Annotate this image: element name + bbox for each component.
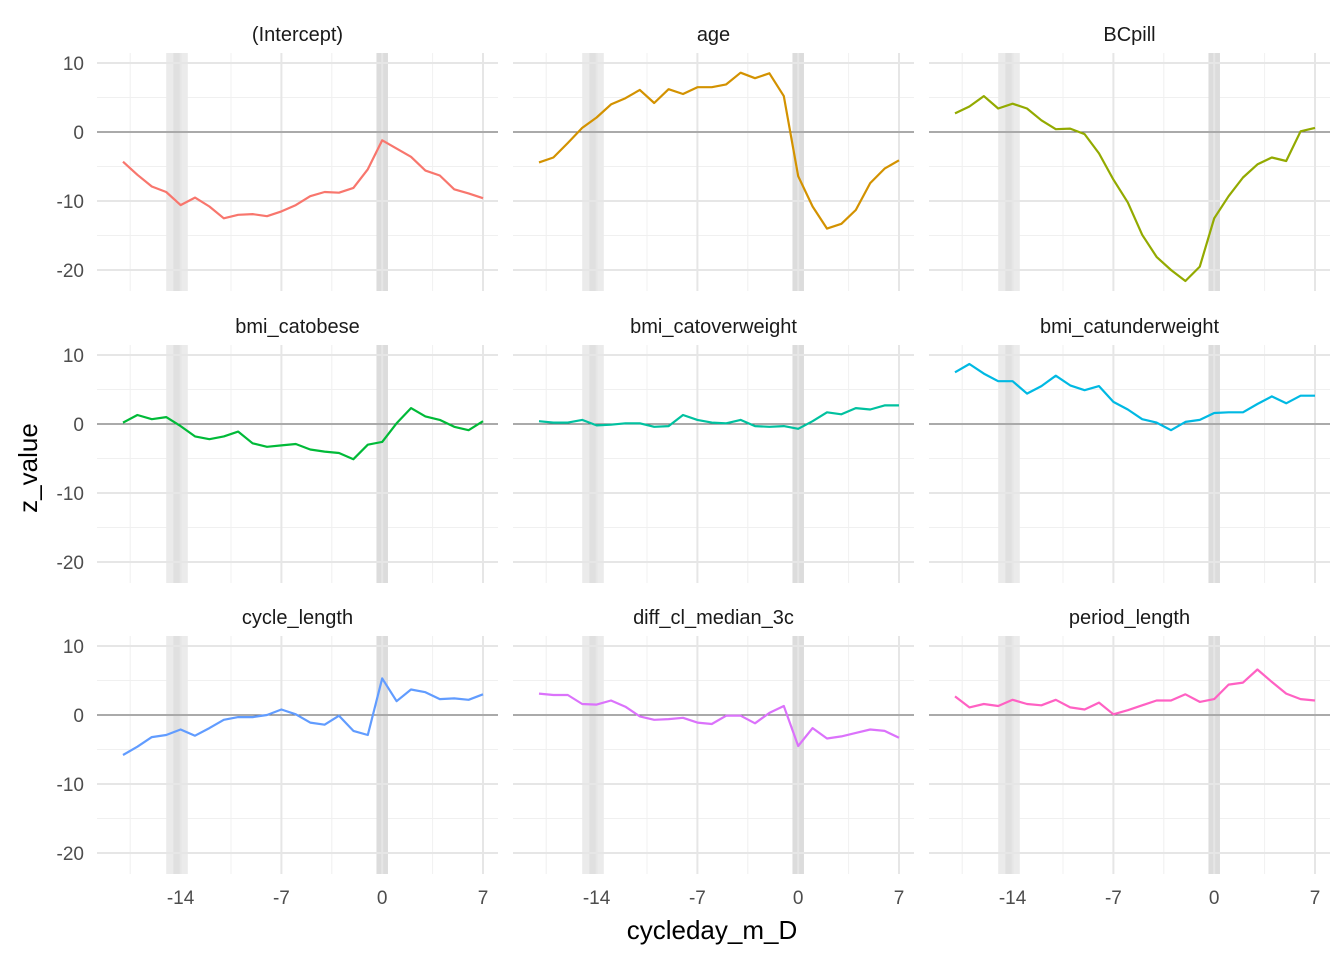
- series-line: [538, 692, 900, 748]
- facet-panel: (Intercept) 10 0 -10 -20: [57, 24, 498, 291]
- facet-strip-label: diff_cl_median_3c: [633, 607, 794, 629]
- y-tick-label: 0: [73, 415, 84, 436]
- facet-strip-label: age: [697, 24, 730, 46]
- x-tick-label: -14: [167, 888, 195, 909]
- x-axis-title: cycleday_m_D: [627, 915, 798, 945]
- shaded-band: [1005, 53, 1013, 291]
- y-tick-label: 0: [73, 123, 84, 144]
- facet-panels: (Intercept) 10 0 -10 -20 age BCpill bmi_catobes…: [57, 24, 1330, 909]
- series-line: [122, 677, 484, 756]
- x-tick-label: 7: [478, 888, 489, 909]
- x-tick-label: 0: [377, 888, 388, 909]
- shaded-band: [173, 345, 181, 583]
- shaded-band: [589, 345, 597, 583]
- facet-strip-label: cycle_length: [242, 607, 353, 629]
- facet-strip-label: (Intercept): [252, 24, 343, 46]
- y-tick-label: 10: [63, 637, 84, 658]
- facet-strip-label: BCpill: [1103, 24, 1155, 46]
- shaded-band: [1005, 636, 1013, 874]
- y-tick-label: 10: [63, 54, 84, 75]
- y-tick-label: -20: [57, 844, 84, 865]
- facet-panel: bmi_catobese 10 0 -10 -20: [57, 316, 498, 583]
- x-tick-label: 0: [1209, 888, 1220, 909]
- facet-strip-label: bmi_catoverweight: [630, 316, 797, 338]
- facet-panel: period_length -14 -7 0 7: [929, 607, 1330, 909]
- facet-panel: BCpill: [929, 24, 1330, 291]
- facet-strip-label: period_length: [1069, 607, 1190, 629]
- shaded-band: [589, 53, 597, 291]
- series-line: [954, 362, 1315, 432]
- facet-strip-label: bmi_catobese: [235, 316, 360, 338]
- series-line: [122, 407, 484, 461]
- y-tick-label: -20: [57, 261, 84, 282]
- x-tick-label: 0: [793, 888, 804, 909]
- y-tick-label: 10: [63, 346, 84, 367]
- x-tick-label: -14: [583, 888, 611, 909]
- series-line: [954, 668, 1316, 716]
- y-tick-label: 0: [73, 706, 84, 727]
- facet-panel: cycle_length 10 0 -10 -20 -14 -7 0 7: [57, 607, 498, 909]
- facet-panel: bmi_catunderweight: [929, 316, 1330, 583]
- series-line: [954, 94, 1316, 283]
- series-line: [122, 139, 484, 220]
- facet-panel: age: [513, 24, 914, 291]
- series-line: [538, 71, 900, 230]
- shaded-band: [173, 636, 181, 874]
- series-line: [538, 404, 899, 430]
- y-tick-label: -10: [57, 775, 84, 796]
- facet-panel: diff_cl_median_3c -14 -7 0 7: [513, 607, 914, 909]
- shaded-band: [589, 636, 597, 874]
- y-tick-label: -10: [57, 484, 84, 505]
- x-tick-label: 7: [894, 888, 905, 909]
- y-tick-label: -10: [57, 192, 84, 213]
- facet-panel: bmi_catoverweight: [513, 316, 914, 583]
- facet-strip-label: bmi_catunderweight: [1040, 316, 1219, 338]
- y-tick-label: -20: [57, 553, 84, 574]
- shaded-band: [173, 53, 181, 291]
- shaded-band: [1005, 345, 1013, 583]
- x-tick-label: 7: [1310, 888, 1321, 909]
- y-axis-title: z_value: [13, 423, 43, 513]
- x-tick-label: -7: [273, 888, 290, 909]
- x-tick-label: -7: [1105, 888, 1122, 909]
- x-tick-label: -7: [689, 888, 706, 909]
- x-tick-label: -14: [999, 888, 1027, 909]
